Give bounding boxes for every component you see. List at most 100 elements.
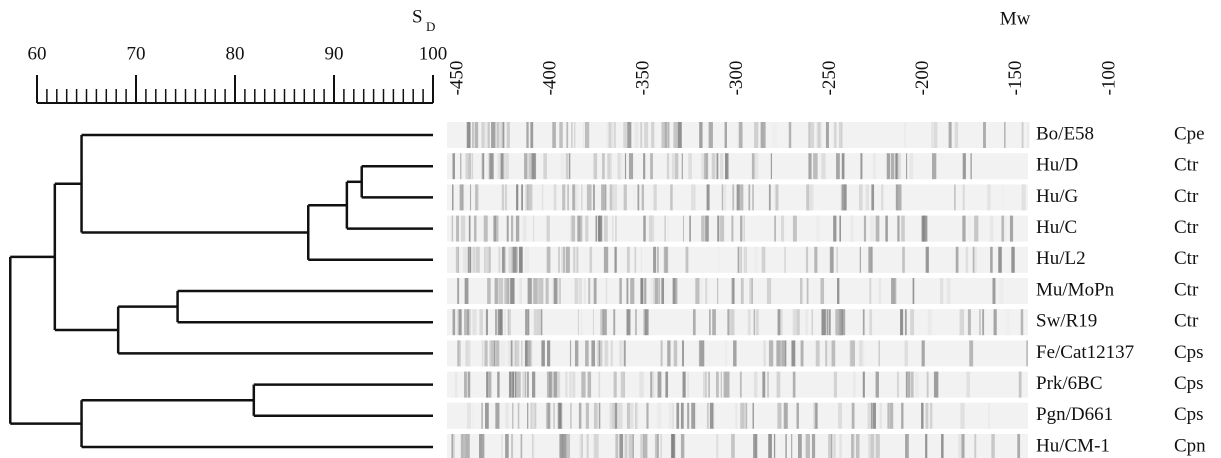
band bbox=[553, 403, 555, 429]
band bbox=[610, 403, 612, 429]
band bbox=[573, 247, 575, 273]
band bbox=[940, 278, 943, 304]
band bbox=[569, 372, 573, 398]
mw-tick-label: -150 bbox=[1005, 61, 1026, 96]
band bbox=[877, 434, 880, 458]
band bbox=[838, 403, 842, 429]
band bbox=[530, 122, 533, 148]
band bbox=[495, 403, 499, 429]
band bbox=[880, 403, 882, 429]
band bbox=[808, 153, 811, 179]
band bbox=[653, 247, 656, 273]
band bbox=[505, 434, 509, 458]
band bbox=[652, 372, 656, 398]
band bbox=[634, 122, 638, 148]
band bbox=[726, 372, 730, 398]
band bbox=[511, 216, 513, 242]
band bbox=[451, 434, 452, 458]
band bbox=[744, 247, 747, 273]
band bbox=[737, 184, 740, 210]
band bbox=[805, 309, 808, 335]
band bbox=[491, 122, 495, 148]
band bbox=[983, 122, 986, 148]
band bbox=[468, 247, 470, 273]
band bbox=[720, 216, 724, 242]
band bbox=[526, 122, 528, 148]
band bbox=[630, 278, 634, 304]
band bbox=[729, 309, 731, 335]
sd-tick-label: 70 bbox=[127, 43, 146, 64]
band bbox=[533, 216, 534, 242]
strain-label: Fe/Cat12137 bbox=[1036, 342, 1134, 363]
band bbox=[546, 403, 550, 429]
band bbox=[767, 278, 771, 304]
band bbox=[566, 122, 568, 148]
band bbox=[785, 403, 786, 429]
band bbox=[523, 216, 527, 242]
mw-tick-label: -250 bbox=[819, 61, 840, 96]
band bbox=[460, 184, 464, 210]
strain-label: Sw/R19 bbox=[1036, 311, 1097, 332]
band bbox=[651, 122, 654, 148]
band bbox=[793, 216, 797, 242]
band bbox=[1027, 122, 1029, 148]
band bbox=[635, 403, 638, 429]
band bbox=[501, 340, 505, 366]
gel-lane bbox=[447, 122, 1029, 148]
figure: S D Mw 60708090100-450-400-350-300-250-2… bbox=[0, 0, 1221, 458]
band bbox=[610, 184, 613, 210]
band bbox=[900, 309, 903, 335]
band bbox=[504, 153, 506, 179]
band bbox=[771, 153, 772, 179]
band bbox=[514, 372, 515, 398]
band bbox=[833, 216, 836, 242]
band bbox=[960, 403, 964, 429]
band bbox=[712, 153, 716, 179]
band bbox=[837, 278, 839, 304]
band bbox=[667, 153, 669, 179]
band bbox=[604, 247, 608, 273]
band bbox=[969, 340, 973, 366]
band bbox=[507, 216, 509, 242]
band bbox=[687, 403, 689, 429]
band bbox=[585, 122, 589, 148]
band bbox=[524, 153, 527, 179]
band bbox=[784, 247, 785, 273]
band bbox=[594, 153, 598, 179]
band bbox=[994, 309, 997, 335]
band bbox=[993, 278, 996, 304]
band bbox=[731, 434, 735, 458]
band bbox=[674, 340, 677, 366]
band bbox=[638, 184, 640, 210]
band bbox=[584, 278, 586, 304]
band bbox=[661, 434, 662, 458]
band bbox=[842, 153, 845, 179]
band bbox=[913, 278, 915, 304]
band bbox=[519, 247, 522, 273]
band bbox=[789, 122, 791, 148]
band bbox=[703, 372, 707, 398]
band bbox=[508, 309, 509, 335]
band bbox=[814, 247, 817, 273]
band bbox=[599, 403, 601, 429]
band bbox=[682, 340, 684, 366]
band bbox=[618, 403, 622, 429]
band bbox=[561, 153, 565, 179]
band bbox=[521, 434, 523, 458]
band bbox=[733, 340, 736, 366]
band bbox=[458, 340, 460, 366]
band bbox=[818, 122, 821, 148]
band bbox=[924, 216, 928, 242]
band bbox=[516, 184, 518, 210]
band bbox=[509, 372, 510, 398]
band bbox=[463, 247, 467, 273]
band bbox=[740, 216, 742, 242]
band bbox=[784, 340, 786, 366]
band bbox=[966, 247, 968, 273]
band bbox=[925, 434, 927, 458]
group-label: Ctr bbox=[1174, 279, 1199, 300]
band bbox=[567, 184, 569, 210]
band bbox=[579, 278, 582, 304]
band bbox=[494, 340, 495, 366]
band bbox=[749, 278, 752, 304]
